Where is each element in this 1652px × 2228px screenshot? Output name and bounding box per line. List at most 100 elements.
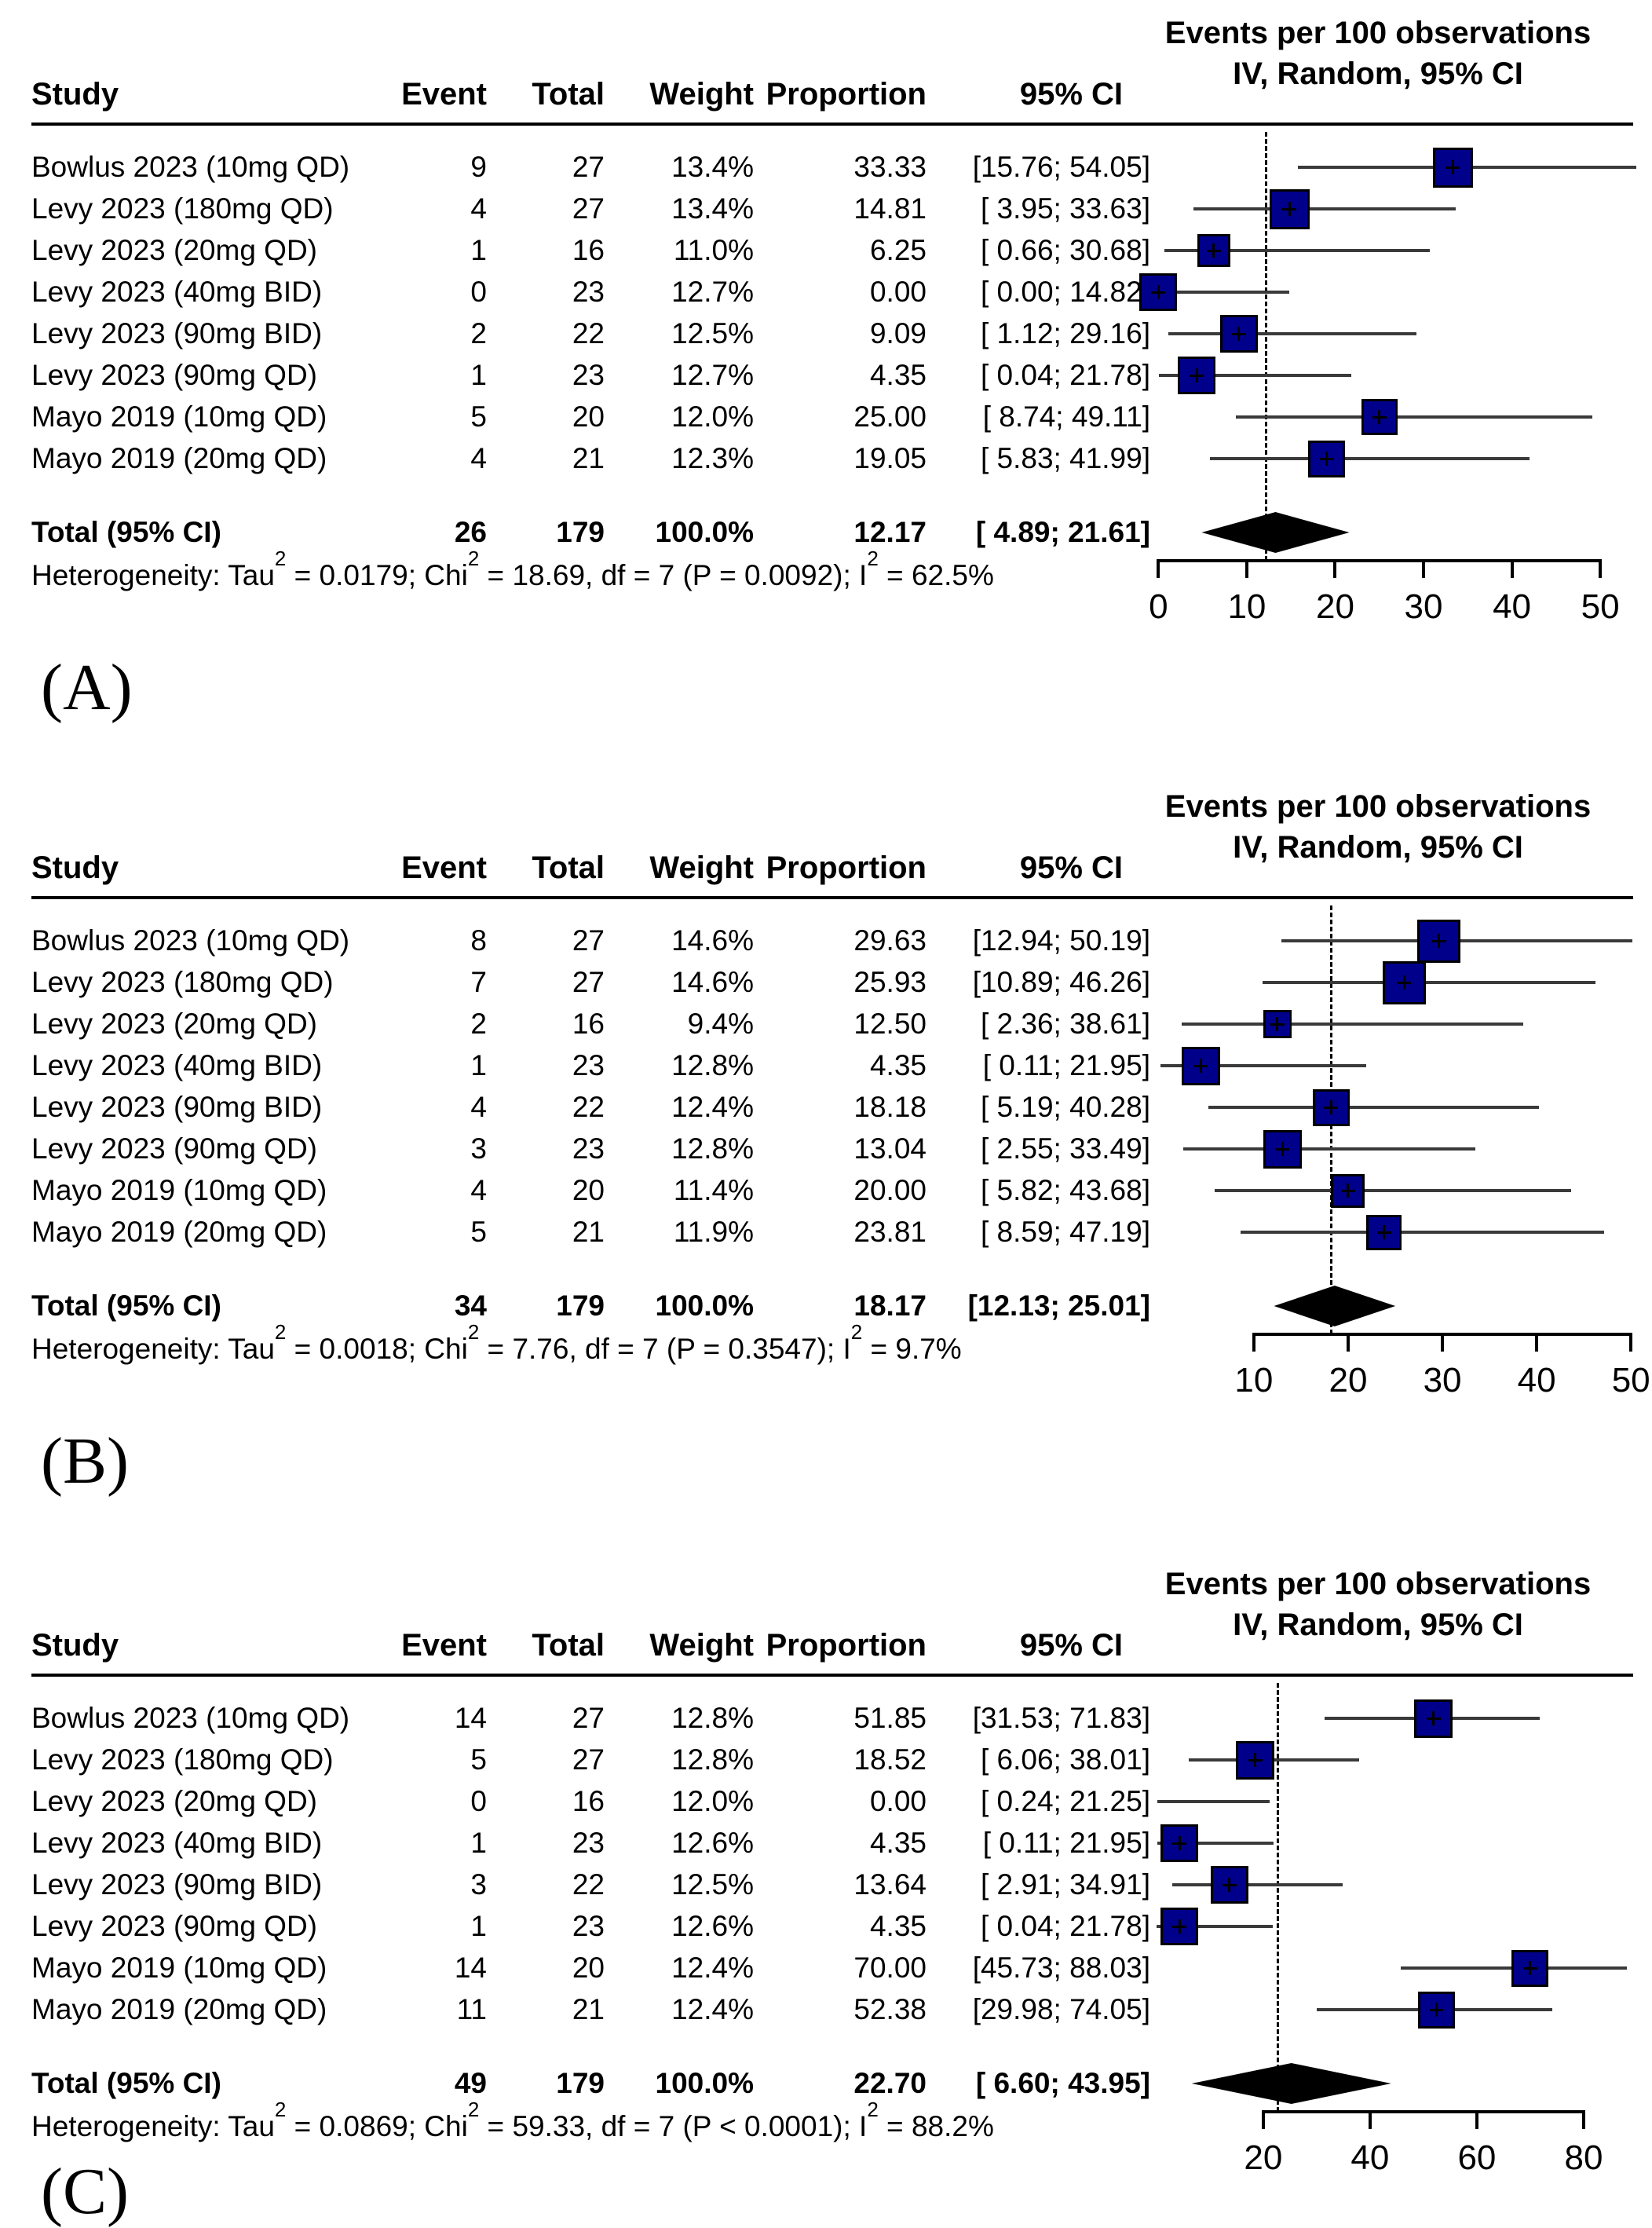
forest-panel-c: Events per 100 observations IV, Random, 9… — [0, 1551, 1652, 2228]
total-count: 27 — [572, 192, 605, 225]
event-count: 14 — [454, 1702, 487, 1734]
ci-line — [1210, 457, 1530, 460]
heterogeneity-superscript: 2 — [467, 1319, 480, 1344]
heterogeneity-segment: = 59.33, df = 7 (P < 0.0001); I — [479, 2110, 868, 2142]
total-weight-value: 100.0% — [655, 2067, 755, 2099]
ci-text: [ 8.74; 49.11] — [982, 401, 1150, 433]
x-axis-tick — [1368, 2110, 1372, 2129]
heterogeneity-segment: Heterogeneity: Tau — [31, 559, 275, 591]
ci-text: [ 0.00; 14.82] — [980, 276, 1150, 308]
forest-panel-a: Events per 100 observations IV, Random, 9… — [0, 0, 1652, 774]
proportion-value: 4.35 — [869, 1049, 927, 1081]
heterogeneity-segment: Heterogeneity: Tau — [31, 1333, 275, 1365]
study-square-marker — [1160, 1908, 1199, 1945]
ci-line — [1171, 1883, 1343, 1886]
total-count: 27 — [572, 1743, 605, 1776]
total-count: 23 — [572, 1132, 605, 1165]
proportion-value: 4.35 — [869, 1910, 927, 1942]
ci-line — [1158, 291, 1290, 294]
x-axis-tick-label: 50 — [1611, 1361, 1650, 1399]
col-header-study: Study — [31, 77, 119, 112]
study-square-marker — [1269, 188, 1310, 229]
study-square-marker — [1432, 147, 1473, 188]
study-square-marker — [1236, 1740, 1275, 1780]
study-square-marker — [1366, 1214, 1402, 1250]
col-header-weight: Weight — [649, 1628, 754, 1663]
plot-title-line2: IV, Random, 95% CI — [1233, 830, 1523, 865]
study-name: Levy 2023 (20mg QD) — [31, 234, 318, 266]
event-count: 5 — [470, 1216, 487, 1248]
total-proportion-value: 18.17 — [853, 1290, 927, 1322]
col-header-proportion: Proportion — [766, 1628, 927, 1663]
study-name: Levy 2023 (180mg QD) — [31, 192, 334, 225]
study-name: Levy 2023 (90mg BID) — [31, 317, 323, 349]
x-axis-tick-label: 40 — [1517, 1361, 1556, 1399]
pooled-estimate-dashed-line — [1265, 132, 1268, 561]
ci-line — [1183, 1147, 1475, 1151]
x-axis-tick — [1244, 559, 1248, 578]
weight-value: 12.4% — [671, 1952, 754, 1984]
total-count: 22 — [572, 1868, 605, 1901]
panel-label: (A) — [41, 651, 133, 724]
proportion-value: 52.38 — [853, 1993, 927, 2025]
ci-line — [1182, 1023, 1524, 1026]
x-axis-tick — [1157, 559, 1160, 578]
weight-value: 12.7% — [671, 359, 754, 391]
event-count: 5 — [470, 1743, 487, 1776]
ci-text: [ 2.55; 33.49] — [980, 1132, 1150, 1165]
pooled-diamond — [1274, 1286, 1396, 1326]
x-axis-tick-label: 80 — [1564, 2138, 1603, 2177]
ci-line — [1240, 1231, 1605, 1234]
proportion-value: 4.35 — [869, 1827, 927, 1859]
x-axis-tick — [1475, 2110, 1478, 2129]
weight-value: 12.8% — [671, 1049, 754, 1081]
weight-value: 12.8% — [671, 1132, 754, 1165]
total-count: 27 — [572, 924, 605, 957]
weight-value: 14.6% — [671, 966, 754, 998]
proportion-value: 18.18 — [853, 1091, 927, 1123]
total-ci-text: [ 6.60; 43.95] — [975, 2067, 1150, 2099]
total-count: 16 — [572, 1008, 605, 1040]
ci-line — [1168, 332, 1416, 335]
col-header-event: Event — [401, 851, 487, 885]
col-header-proportion: Proportion — [766, 77, 927, 112]
weight-value: 12.4% — [671, 1993, 754, 2025]
heterogeneity-segment: Heterogeneity: Tau — [31, 2110, 275, 2142]
weight-value: 14.6% — [671, 924, 754, 957]
study-name: Mayo 2019 (10mg QD) — [31, 1952, 327, 1984]
total-count: 21 — [572, 1993, 605, 2025]
study-name: Levy 2023 (20mg QD) — [31, 1785, 318, 1817]
total-weight-value: 100.0% — [655, 516, 755, 548]
event-count: 4 — [470, 1091, 487, 1123]
x-axis-tick — [1346, 1333, 1350, 1352]
header-rule — [31, 896, 1633, 899]
ci-line — [1214, 1189, 1572, 1192]
ci-text: [ 0.04; 21.78] — [980, 1910, 1150, 1942]
heterogeneity-segment: = 62.5% — [878, 559, 994, 591]
col-header-event: Event — [401, 77, 487, 112]
total-ci-text: [ 4.89; 21.61] — [975, 516, 1150, 548]
ci-text: [ 0.11; 21.95] — [982, 1049, 1150, 1081]
ci-text: [ 1.12; 29.16] — [980, 317, 1150, 349]
study-name: Bowlus 2023 (10mg QD) — [31, 924, 350, 957]
proportion-value: 25.00 — [853, 401, 927, 433]
plot-title-line1: Events per 100 observations — [1164, 1567, 1592, 1601]
proportion-value: 19.05 — [853, 442, 927, 474]
study-square-marker — [1331, 1173, 1365, 1208]
study-square-marker — [1417, 1991, 1455, 2029]
study-name: Levy 2023 (90mg QD) — [31, 359, 318, 391]
total-event-count: 34 — [454, 1290, 487, 1322]
total-count: 16 — [572, 1785, 605, 1817]
weight-value: 12.6% — [671, 1910, 754, 1942]
x-axis-tick-label: 40 — [1493, 587, 1532, 626]
study-square-marker — [1263, 1010, 1292, 1038]
total-count: 27 — [572, 1702, 605, 1734]
x-axis-tick — [1582, 2110, 1585, 2129]
study-name: Mayo 2019 (10mg QD) — [31, 401, 327, 433]
total-total-count: 179 — [556, 516, 605, 548]
study-square-marker — [1511, 1949, 1549, 1987]
weight-value: 12.8% — [671, 1743, 754, 1776]
ci-text: [45.73; 88.03] — [972, 1952, 1150, 1984]
weight-value: 12.7% — [671, 276, 754, 308]
event-count: 1 — [470, 1910, 487, 1942]
